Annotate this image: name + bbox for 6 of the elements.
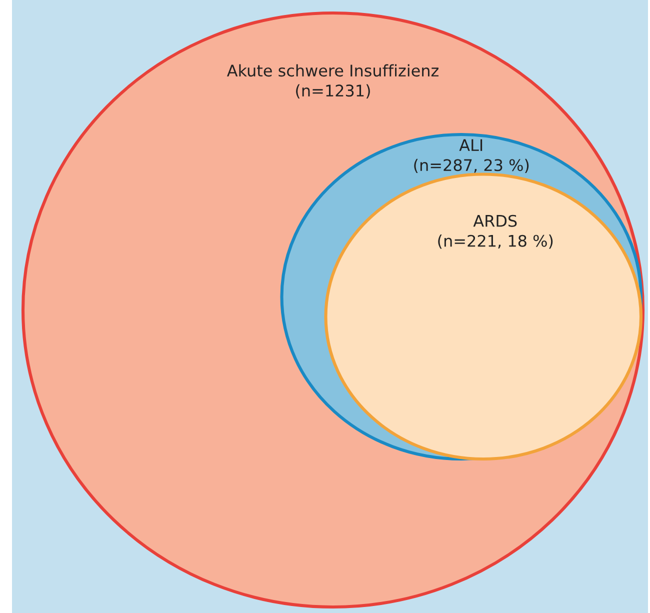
data-label: (n=287, 23 %) [414,158,529,174]
data-label: (n=221, 18 %) [438,234,553,249]
data-label: (n=1231) [296,84,370,99]
category-label: ARDS [473,214,517,227]
category-label: ALI [459,139,482,151]
category-label: Akute schwere Insuffizienz [226,64,438,77]
